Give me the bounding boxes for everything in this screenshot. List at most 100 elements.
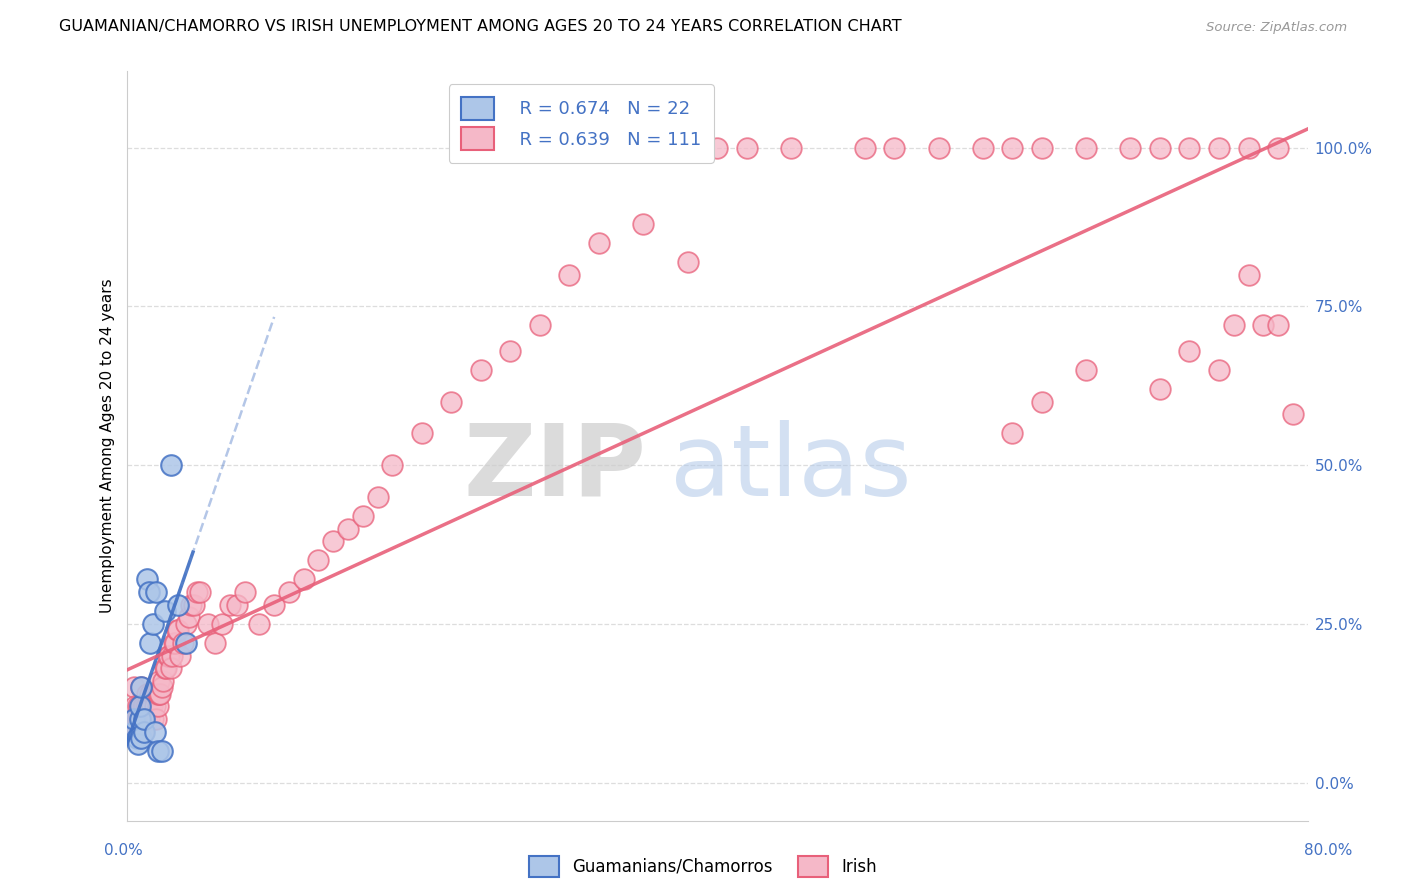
Point [249, 616, 271, 631]
Point [1031, 140, 1053, 154]
Point [676, 255, 699, 269]
Point [633, 217, 655, 231]
Point [128, 699, 150, 714]
Point [972, 140, 994, 154]
Point [188, 585, 212, 599]
Point [135, 699, 157, 714]
Point [853, 140, 876, 154]
Point [1208, 140, 1230, 154]
Point [156, 648, 179, 663]
Point [183, 598, 205, 612]
Text: ZIP: ZIP [464, 420, 647, 517]
Point [411, 426, 433, 441]
Point [1119, 140, 1142, 154]
Point [125, 731, 148, 745]
Point [1267, 318, 1289, 333]
Point [1208, 363, 1230, 377]
Point [160, 458, 183, 472]
Point [165, 636, 187, 650]
Point [167, 598, 190, 612]
Point [174, 636, 197, 650]
Text: atlas: atlas [669, 420, 911, 517]
Point [204, 636, 226, 650]
Text: GUAMANIAN/CHAMORRO VS IRISH UNEMPLOYMENT AMONG AGES 20 TO 24 YEARS CORRELATION C: GUAMANIAN/CHAMORRO VS IRISH UNEMPLOYMENT… [59, 20, 901, 34]
Point [136, 572, 159, 586]
Point [136, 687, 159, 701]
Point [145, 712, 167, 726]
Point [145, 585, 167, 599]
Point [148, 673, 170, 688]
Point [278, 585, 301, 599]
Point [132, 724, 155, 739]
Point [155, 661, 177, 675]
Point [141, 699, 163, 714]
Point [129, 712, 153, 726]
Point [122, 681, 145, 695]
Point [122, 712, 145, 726]
Point [153, 661, 176, 675]
Point [1237, 140, 1260, 154]
Text: 0.0%: 0.0% [104, 843, 143, 857]
Y-axis label: Unemployment Among Ages 20 to 24 years: Unemployment Among Ages 20 to 24 years [100, 278, 115, 614]
Point [172, 636, 194, 650]
Point [211, 616, 233, 631]
Point [263, 598, 285, 612]
Point [129, 681, 153, 695]
Point [146, 699, 169, 714]
Legend:   R = 0.674   N = 22,   R = 0.639   N = 111: R = 0.674 N = 22, R = 0.639 N = 111 [449, 84, 714, 163]
Point [128, 699, 150, 714]
Point [1267, 140, 1289, 154]
Point [588, 235, 610, 250]
Point [308, 553, 330, 567]
Point [152, 673, 174, 688]
Point [529, 318, 551, 333]
Point [128, 712, 150, 726]
Point [1149, 382, 1171, 396]
Point [1223, 318, 1246, 333]
Point [146, 744, 169, 758]
Point [1076, 140, 1098, 154]
Point [136, 699, 159, 714]
Point [162, 648, 184, 663]
Point [337, 522, 360, 536]
Point [128, 724, 150, 739]
Point [143, 724, 166, 739]
Point [145, 687, 167, 701]
Text: Source: ZipAtlas.com: Source: ZipAtlas.com [1206, 21, 1347, 34]
Point [134, 699, 156, 714]
Point [142, 712, 165, 726]
Point [146, 687, 169, 701]
Point [138, 712, 160, 726]
Point [226, 598, 249, 612]
Point [1253, 318, 1275, 333]
Point [706, 140, 728, 154]
Point [499, 343, 522, 358]
Point [166, 623, 188, 637]
Point [1001, 140, 1024, 154]
Point [1178, 343, 1201, 358]
Point [167, 623, 190, 637]
Point [1001, 426, 1024, 441]
Point [1031, 394, 1053, 409]
Point [149, 687, 172, 701]
Point [139, 636, 162, 650]
Point [780, 140, 803, 154]
Point [134, 712, 156, 726]
Point [367, 490, 389, 504]
Point [129, 724, 153, 739]
Point [150, 744, 173, 758]
Point [180, 598, 202, 612]
Point [129, 699, 153, 714]
Point [139, 687, 162, 701]
Point [160, 661, 183, 675]
Point [322, 534, 344, 549]
Point [134, 712, 156, 726]
Point [292, 572, 315, 586]
Point [470, 363, 492, 377]
Legend: Guamanians/Chamorros, Irish: Guamanians/Chamorros, Irish [523, 849, 883, 884]
Point [219, 598, 242, 612]
Point [127, 738, 149, 752]
Point [125, 724, 148, 739]
Point [163, 636, 186, 650]
Point [143, 699, 166, 714]
